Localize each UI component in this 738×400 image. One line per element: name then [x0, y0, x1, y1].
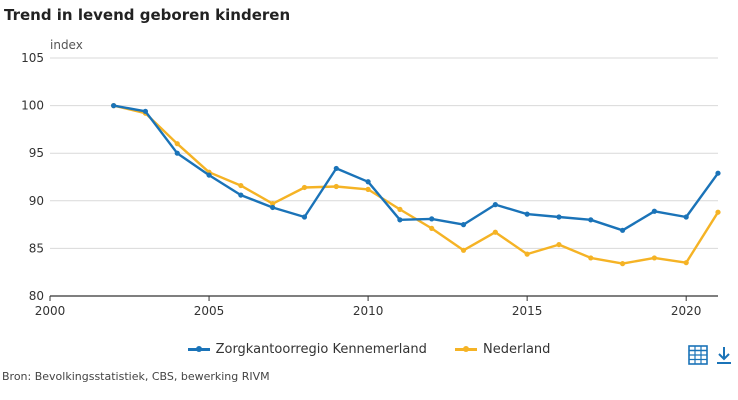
download-icon[interactable] — [714, 345, 734, 365]
point-nederland-2015[interactable] — [524, 251, 530, 257]
series-line-kennemerland — [113, 104, 719, 232]
point-kennemerland-2007[interactable] — [270, 204, 276, 211]
y-tick-105: 105 — [21, 51, 44, 65]
point-kennemerland-2016[interactable] — [556, 214, 562, 220]
grid-lines — [50, 57, 718, 297]
point-nederland-2014[interactable] — [492, 229, 498, 235]
point-kennemerland-2012[interactable] — [429, 216, 435, 222]
x-tick-labels: 2000 2005 2010 2015 2020 — [35, 296, 702, 318]
legend: Zorgkantoorregio Kennemerland Nederland — [0, 340, 738, 357]
point-nederland-2010[interactable] — [365, 186, 371, 192]
source-note: Bron: Bevolkingsstatistiek, CBS, bewerki… — [2, 370, 270, 383]
point-nederland-2006[interactable] — [238, 182, 244, 189]
y-tick-100: 100 — [21, 99, 44, 113]
point-nederland-2021[interactable] — [715, 209, 721, 215]
point-nederland-2011[interactable] — [397, 206, 403, 212]
y-tick-80: 80 — [29, 289, 44, 303]
point-kennemerland-2005[interactable] — [206, 172, 212, 178]
point-nederland-2013[interactable] — [460, 247, 467, 253]
table-icon[interactable] — [688, 345, 708, 365]
point-kennemerland-2003[interactable] — [142, 108, 149, 114]
point-kennemerland-2010[interactable] — [365, 179, 371, 185]
y-tick-95: 95 — [29, 146, 44, 160]
legend-label-nederland: Nederland — [483, 342, 551, 357]
x-tick-2010: 2010 — [353, 304, 384, 318]
point-nederland-2016[interactable] — [556, 241, 562, 248]
point-kennemerland-2021[interactable] — [715, 170, 721, 176]
series-nederland — [111, 103, 721, 267]
chart-title: Trend in levend geboren kinderen — [4, 6, 291, 24]
legend-swatch-nederland — [455, 346, 478, 352]
point-nederland-2019[interactable] — [651, 255, 657, 261]
x-tick-2020: 2020 — [671, 304, 702, 318]
point-kennemerland-2014[interactable] — [492, 202, 498, 208]
point-nederland-2012[interactable] — [429, 225, 435, 232]
point-kennemerland-2008[interactable] — [301, 214, 308, 220]
point-kennemerland-2019[interactable] — [651, 208, 657, 214]
point-kennemerland-2020[interactable] — [683, 214, 689, 220]
point-nederland-2020[interactable] — [683, 260, 689, 266]
legend-swatch-kennemerland — [187, 346, 210, 352]
line-chart: 80 85 90 95 100 105 2000 2005 2010 2015 2020 inde… — [21, 38, 721, 318]
series-group — [111, 103, 721, 267]
point-nederland-2018[interactable] — [619, 261, 626, 267]
x-tick-2000: 2000 — [35, 304, 66, 318]
legend-item-kennemerland[interactable]: Zorgkantoorregio Kennemerland — [187, 342, 427, 357]
point-kennemerland-2018[interactable] — [619, 227, 626, 233]
point-kennemerland-2006[interactable] — [238, 192, 244, 198]
legend-item-nederland[interactable]: Nederland — [455, 342, 550, 357]
point-nederland-2007[interactable] — [270, 201, 276, 207]
x-tick-2005: 2005 — [194, 304, 225, 318]
y-axis-label: index — [50, 38, 83, 52]
point-kennemerland-2017[interactable] — [588, 217, 594, 223]
point-kennemerland-2015[interactable] — [524, 211, 530, 217]
point-nederland-2004[interactable] — [174, 141, 180, 147]
y-tick-labels: 80 85 90 95 100 105 — [21, 51, 44, 303]
legend-label-kennemerland: Zorgkantoorregio Kennemerland — [215, 342, 427, 357]
point-kennemerland-2011[interactable] — [397, 217, 403, 223]
series-line-nederland — [113, 104, 720, 265]
x-tick-2015: 2015 — [512, 304, 543, 318]
point-nederland-2009[interactable] — [333, 183, 339, 190]
y-tick-90: 90 — [29, 194, 44, 208]
point-kennemerland-2009[interactable] — [333, 165, 339, 172]
point-kennemerland-2013[interactable] — [460, 222, 467, 228]
y-tick-85: 85 — [29, 241, 44, 255]
point-kennemerland-2002[interactable] — [111, 103, 117, 109]
point-kennemerland-2004[interactable] — [174, 150, 180, 156]
point-nederland-2008[interactable] — [301, 184, 308, 191]
series-kennemerland — [111, 103, 721, 233]
point-nederland-2017[interactable] — [588, 255, 594, 261]
